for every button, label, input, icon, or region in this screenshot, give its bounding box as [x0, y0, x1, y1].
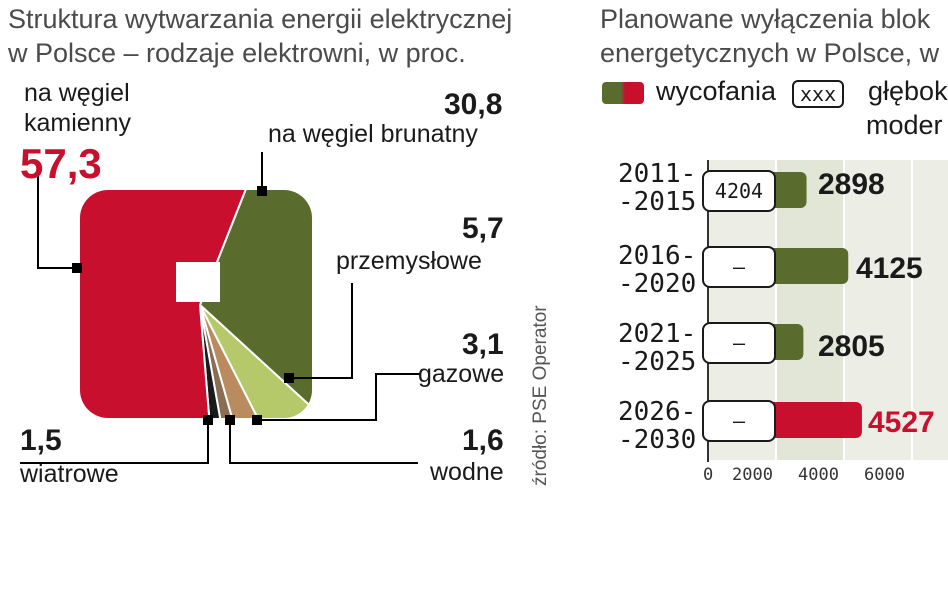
leader-gazowe: [258, 373, 420, 421]
marker-wiatrowe: [203, 415, 213, 425]
bar-value-1: 2898: [818, 168, 885, 201]
marker-brunatny: [257, 186, 267, 196]
label-przemyslowe: przemysłowe: [336, 247, 482, 275]
legend-wycofania: wycofania: [656, 76, 777, 106]
legend-moder: moder: [866, 110, 943, 140]
leader-przemyslowe: [290, 283, 353, 379]
bar-value-4: 4527: [868, 406, 935, 439]
slice-wodne: [199, 304, 273, 418]
label-wiatrowe: wiatrowe: [20, 460, 119, 488]
box-2: –: [702, 246, 776, 288]
leader-wiatrowe: [20, 420, 209, 464]
bar-value-3: 2805: [818, 330, 885, 363]
marker-gazowe: [252, 415, 262, 425]
slice-kamienny: [80, 190, 298, 418]
legend-swatch: [602, 82, 644, 104]
period-4: 2026- -2030: [618, 397, 697, 455]
slice-przemyslowe: [199, 304, 312, 418]
value-wodne: 1,6: [462, 424, 504, 457]
label-kamienny: na węgiel kamienny: [24, 79, 131, 137]
right-title-line1: Planowane wyłączenia blok: [600, 4, 931, 34]
period-2: 2016- -2020: [618, 241, 697, 299]
value-brunatny: 30,8: [444, 88, 503, 121]
xtick-0: 0: [703, 465, 714, 485]
right-title-line2: energetycznych w Polsce, w: [600, 38, 940, 68]
legend-gleb: głębok: [868, 76, 948, 106]
period-3: 2021- -2025: [618, 319, 697, 377]
value-kamienny: 57,3: [20, 140, 102, 187]
left-title-line1: Struktura wytwarzania energii elektryczn…: [8, 4, 513, 34]
bar-value-2: 4125: [856, 252, 923, 285]
marker-wodne: [225, 415, 235, 425]
value-gazowe: 3,1: [462, 328, 504, 361]
xtick-2000: 2000: [732, 465, 773, 485]
marker-przemyslowe: [284, 373, 294, 383]
slice-wiatrowe: [199, 304, 247, 418]
box-4: –: [702, 400, 776, 442]
label-wodne: wodne: [430, 458, 504, 486]
value-przemyslowe: 5,7: [462, 212, 504, 245]
xtick-6000: 6000: [864, 465, 905, 485]
xtick-4000: 4000: [798, 465, 839, 485]
left-title-line2: w Polsce – rodzaje elektrowni, w proc.: [8, 38, 466, 68]
leader-wodne: [229, 420, 418, 464]
leader-kamienny: [37, 170, 76, 269]
slice-gazowe: [199, 304, 312, 418]
label-gazowe: gazowe: [418, 360, 505, 388]
legend-box: xxx: [792, 80, 845, 108]
box-3: –: [702, 322, 776, 364]
value-wiatrowe: 1,5: [20, 424, 62, 457]
marker-kamienny: [72, 263, 82, 273]
label-brunatny: na węgiel brunatny: [268, 120, 478, 148]
box-1: 4204: [702, 170, 776, 212]
center-notch: [176, 262, 220, 302]
period-1: 2011- -2015: [618, 159, 697, 217]
